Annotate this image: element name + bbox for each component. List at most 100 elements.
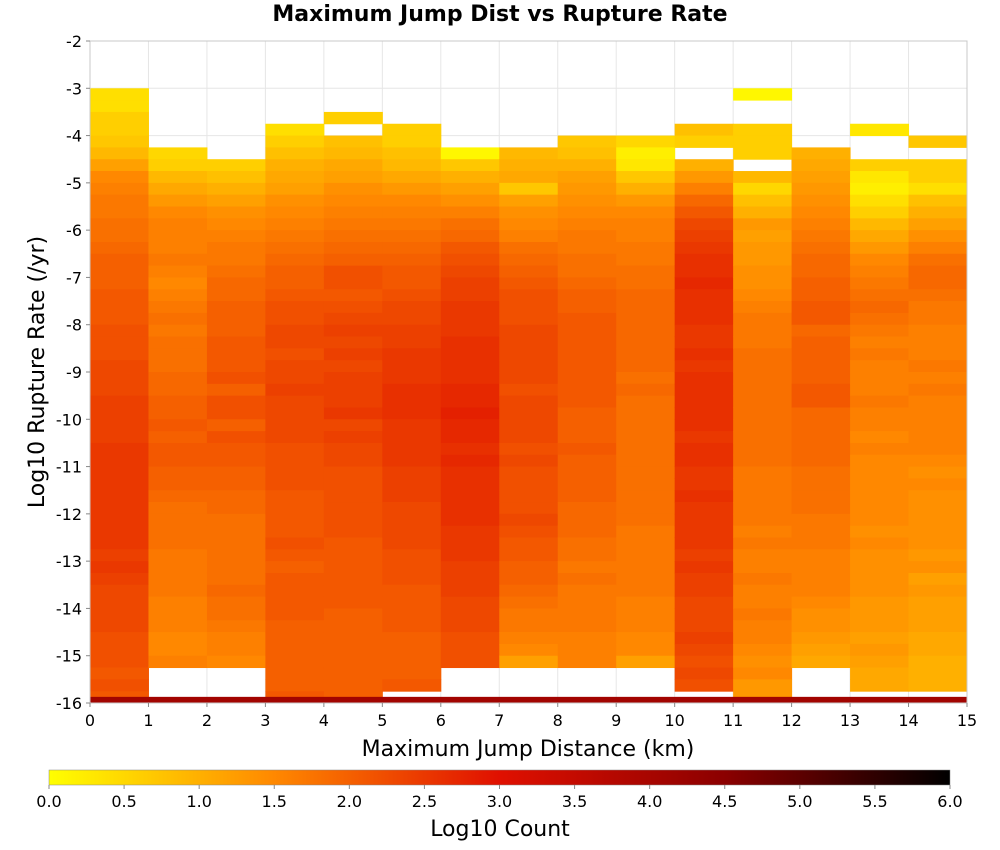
heatmap-cell: [499, 454, 559, 468]
colorbar-tick-label: 5.5: [862, 792, 887, 811]
heatmap-cell: [499, 490, 559, 503]
heatmap-cell: [148, 572, 208, 586]
colorbar-tick-label: 4.5: [712, 792, 737, 811]
heatmap-cell: [908, 336, 968, 349]
heatmap-cell: [148, 324, 208, 338]
heatmap-cell: [733, 336, 793, 349]
heatmap-cell: [382, 525, 442, 538]
heatmap-cell: [791, 194, 851, 207]
heatmap-cell: [674, 289, 734, 302]
y-tick-label: -8: [66, 316, 82, 335]
heatmap-cell: [674, 679, 734, 692]
heatmap-cell: [850, 383, 910, 397]
heatmap-cell: [499, 230, 559, 243]
heatmap-cell: [674, 431, 734, 444]
heatmap-cell: [206, 478, 266, 491]
heatmap-cell: [382, 561, 442, 574]
heatmap-cell: [850, 194, 910, 207]
heatmap-cell: [850, 324, 910, 338]
heatmap-cell: [265, 230, 325, 243]
heatmap-cell: [323, 525, 383, 538]
heatmap-cell: [674, 490, 734, 503]
heatmap-cell: [148, 194, 208, 207]
heatmap-cell: [499, 632, 559, 645]
heatmap-cell: [674, 135, 734, 148]
heatmap-cell: [557, 395, 617, 408]
heatmap-cell: [908, 537, 968, 550]
heatmap-cell: [265, 147, 325, 160]
heatmap-cell: [908, 395, 968, 408]
heatmap-cell: [499, 502, 559, 515]
heatmap-cell: [148, 241, 208, 255]
heatmap-cell: [908, 478, 968, 491]
heatmap-cell: [90, 490, 149, 503]
heatmap-cell: [908, 643, 968, 657]
heatmap-cell: [616, 348, 676, 361]
colorbar-tick-label: 5.0: [787, 792, 812, 811]
heatmap-cell: [499, 360, 559, 373]
heatmap-cell: [148, 655, 208, 669]
heatmap-cell: [148, 159, 208, 172]
heatmap-cell: [616, 206, 676, 219]
heatmap-cell: [557, 466, 617, 479]
colorbar: [48, 769, 951, 786]
heatmap-cell: [674, 667, 734, 680]
heatmap-cell: [733, 230, 793, 243]
heatmap-cell: [323, 407, 383, 420]
heatmap-cell: [265, 241, 325, 255]
heatmap-cell: [908, 584, 968, 598]
heatmap-cell: [557, 525, 617, 538]
heatmap-cell: [382, 596, 442, 609]
heatmap-cell: [265, 620, 325, 633]
heatmap-cell: [850, 442, 910, 456]
x-tick-label: 9: [611, 711, 621, 730]
heatmap-cell: [674, 442, 734, 456]
heatmap-cell: [148, 360, 208, 373]
heatmap-cell: [90, 301, 149, 314]
heatmap-cell: [791, 537, 851, 550]
heatmap-cell: [206, 442, 266, 456]
heatmap-cell: [323, 253, 383, 267]
heatmap-cell: [148, 253, 208, 267]
heatmap-cell: [323, 466, 383, 479]
heatmap-cell: [265, 431, 325, 444]
heatmap-cell: [850, 348, 910, 361]
heatmap-cell: [674, 466, 734, 479]
heatmap-cell: [148, 265, 208, 278]
heatmap-cell: [440, 230, 500, 243]
heatmap-cell: [323, 395, 383, 408]
y-tick-label: -2: [66, 32, 82, 51]
heatmap-cell: [265, 596, 325, 609]
heatmap-cell: [90, 584, 149, 598]
heatmap-cell: [382, 537, 442, 550]
chart-title: Maximum Jump Dist vs Rupture Rate: [272, 2, 728, 27]
heatmap-cell: [908, 490, 968, 503]
heatmap-cell: [850, 360, 910, 373]
heatmap-cell: [440, 277, 500, 290]
heatmap-cell: [674, 561, 734, 574]
heatmap-cell: [148, 525, 208, 538]
heatmap-cell: [791, 159, 851, 172]
heatmap-cell: [557, 620, 617, 633]
heatmap-cell: [90, 218, 149, 231]
heatmap-cell: [265, 679, 325, 692]
heatmap-cell: [557, 159, 617, 172]
heatmap-cell: [850, 655, 910, 669]
heatmap-cell: [148, 218, 208, 231]
heatmap-cell: [440, 419, 500, 432]
heatmap-cell: [90, 620, 149, 633]
heatmap-cell: [90, 265, 149, 278]
heatmap-cell: [90, 431, 149, 444]
heatmap-cell: [616, 620, 676, 633]
heatmap-cell: [499, 324, 559, 338]
heatmap-cell: [323, 135, 383, 148]
colorbar-tick-label: 4.0: [637, 792, 662, 811]
heatmap-cell: [440, 584, 500, 598]
heatmap-cell: [557, 147, 617, 160]
heatmap-cell: [733, 608, 793, 621]
heatmap-cell: [440, 549, 500, 562]
heatmap-cell: [616, 478, 676, 491]
heatmap-cell: [206, 171, 266, 184]
heatmap-cell: [674, 230, 734, 243]
